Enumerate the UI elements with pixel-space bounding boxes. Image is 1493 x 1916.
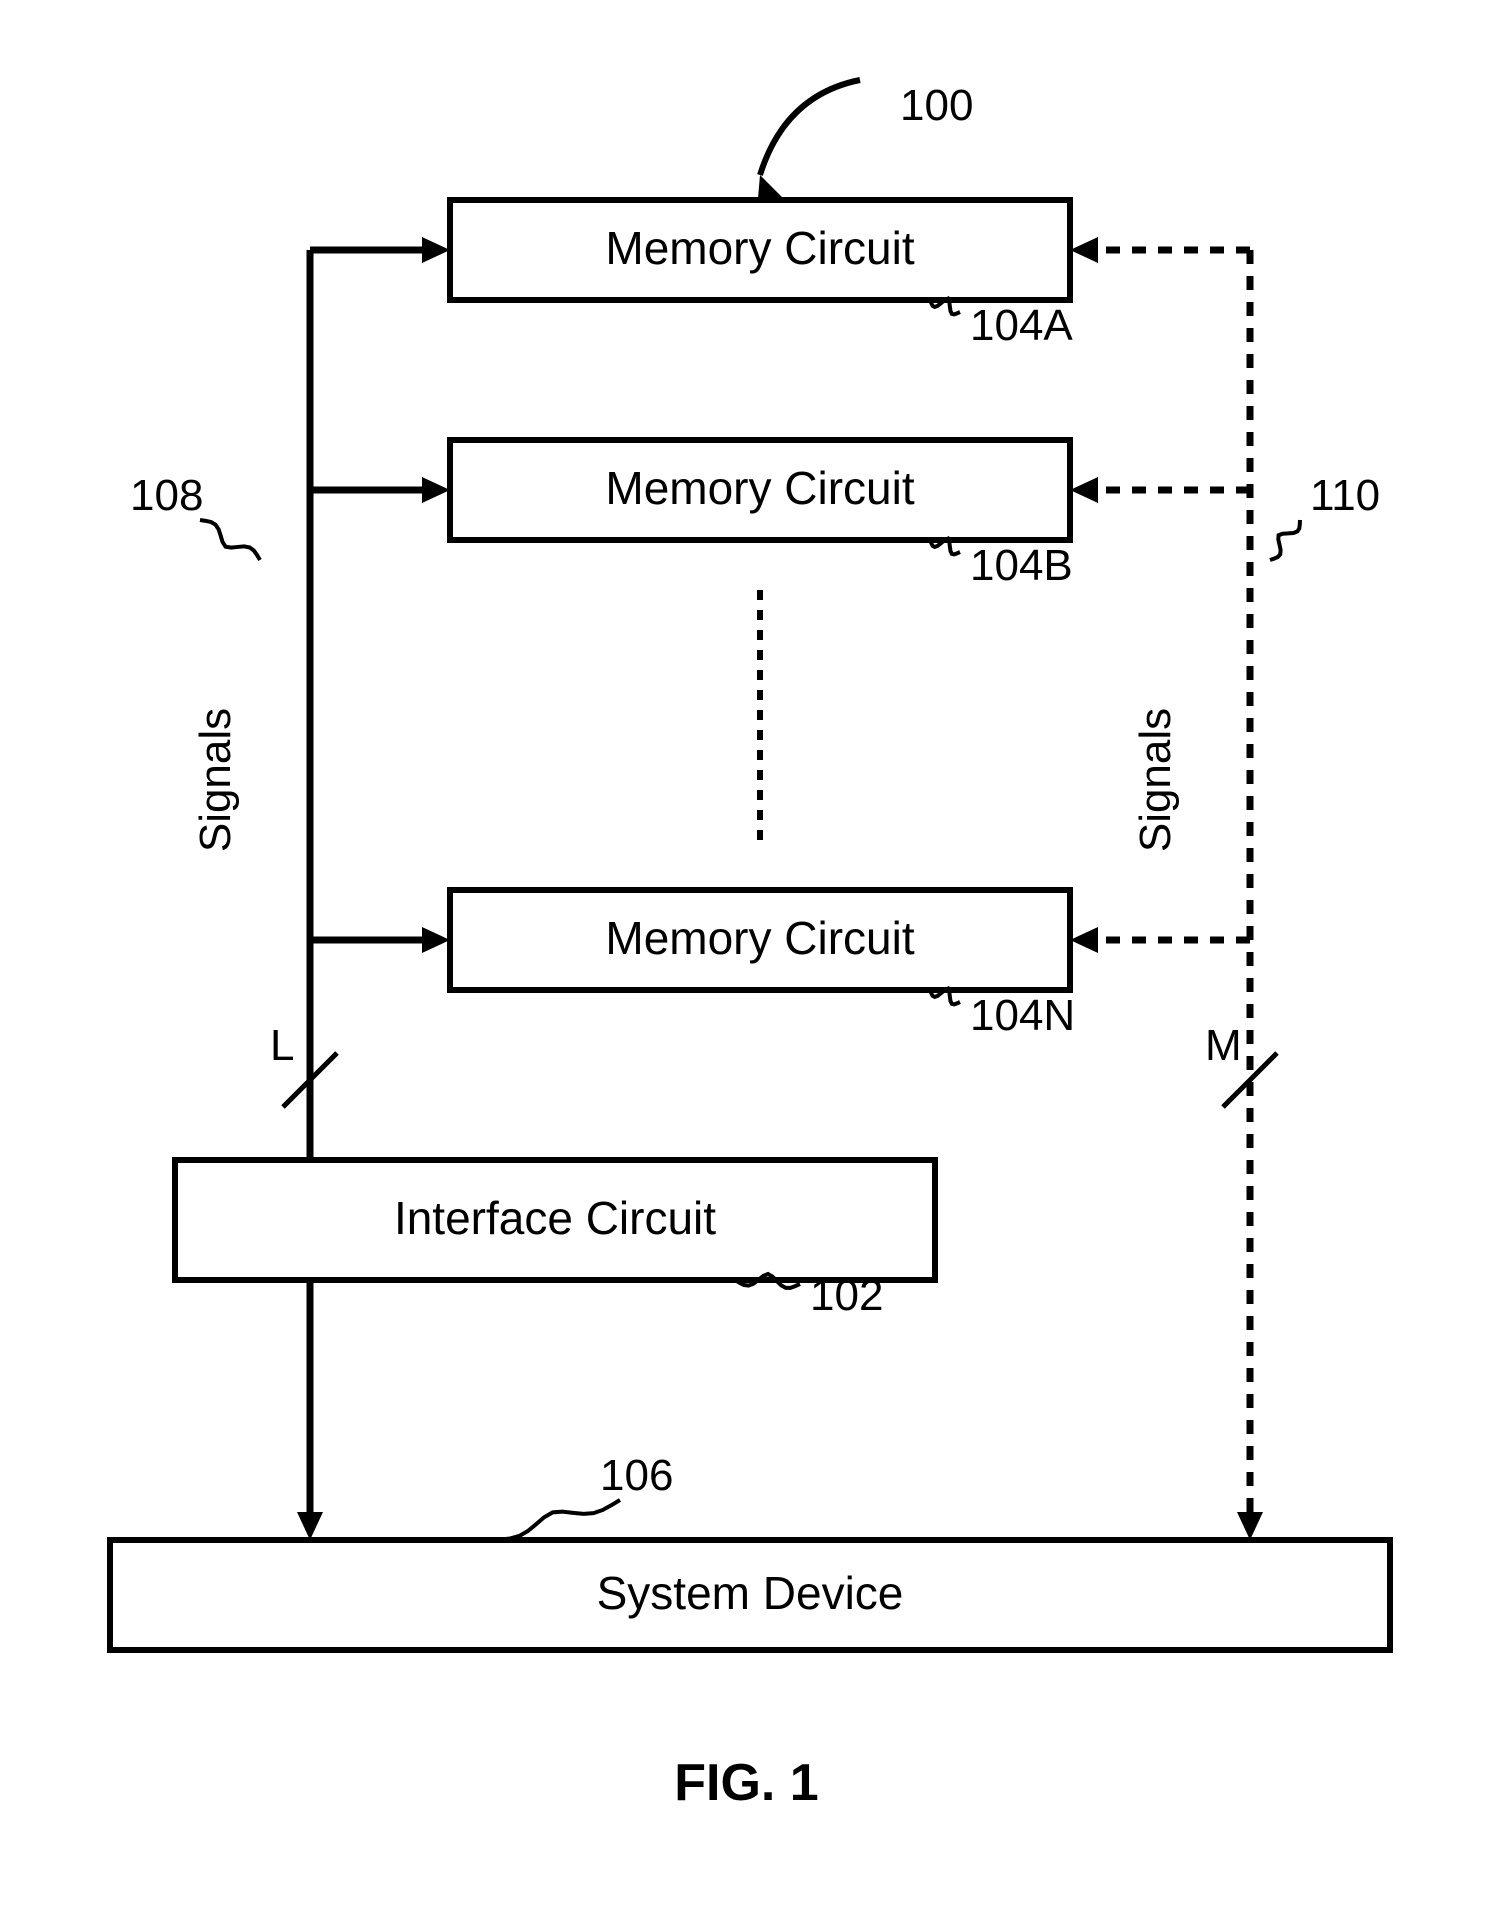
svg-text:108: 108	[130, 471, 203, 520]
svg-text:M: M	[1205, 1021, 1242, 1070]
svg-text:FIG. 1: FIG. 1	[674, 1754, 818, 1812]
memory-circuit-a-label: Memory Circuit	[605, 222, 914, 274]
interface-circuit-label: Interface Circuit	[394, 1192, 716, 1244]
svg-text:104N: 104N	[970, 991, 1075, 1040]
memory-circuit-n-label: Memory Circuit	[605, 912, 914, 964]
svg-text:Signals: Signals	[1131, 708, 1180, 852]
svg-text:104B: 104B	[970, 541, 1073, 590]
svg-text:110: 110	[1310, 471, 1380, 520]
svg-text:102: 102	[810, 1271, 883, 1320]
system-device-label: System Device	[597, 1567, 904, 1619]
memory-circuit-b-label: Memory Circuit	[605, 462, 914, 514]
svg-text:100: 100	[900, 81, 973, 130]
svg-text:104A: 104A	[970, 301, 1073, 350]
svg-text:Signals: Signals	[191, 708, 240, 852]
svg-text:L: L	[270, 1021, 294, 1070]
svg-text:106: 106	[600, 1451, 673, 1500]
